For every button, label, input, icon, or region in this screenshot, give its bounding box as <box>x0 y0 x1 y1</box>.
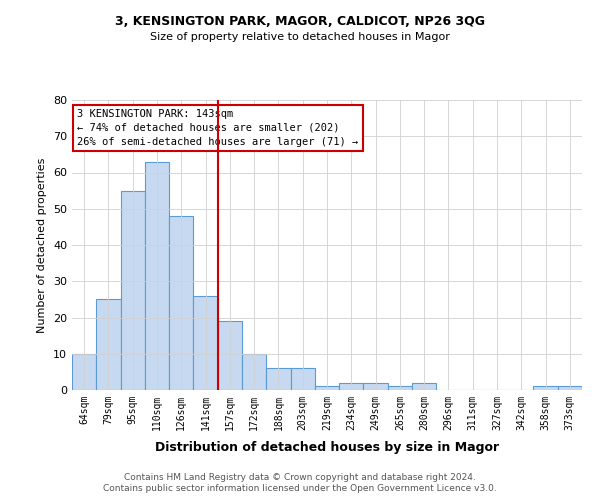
Bar <box>266 368 290 390</box>
Bar <box>315 386 339 390</box>
Bar <box>388 386 412 390</box>
Bar <box>218 321 242 390</box>
Bar <box>145 162 169 390</box>
Text: 3 KENSINGTON PARK: 143sqm
← 74% of detached houses are smaller (202)
26% of semi: 3 KENSINGTON PARK: 143sqm ← 74% of detac… <box>77 108 358 146</box>
Bar <box>72 354 96 390</box>
Text: 3, KENSINGTON PARK, MAGOR, CALDICOT, NP26 3QG: 3, KENSINGTON PARK, MAGOR, CALDICOT, NP2… <box>115 15 485 28</box>
Bar <box>242 354 266 390</box>
Text: Size of property relative to detached houses in Magor: Size of property relative to detached ho… <box>150 32 450 42</box>
Bar <box>96 300 121 390</box>
X-axis label: Distribution of detached houses by size in Magor: Distribution of detached houses by size … <box>155 441 499 454</box>
Bar <box>339 383 364 390</box>
Bar <box>533 386 558 390</box>
Text: Contains HM Land Registry data © Crown copyright and database right 2024.: Contains HM Land Registry data © Crown c… <box>124 472 476 482</box>
Bar <box>364 383 388 390</box>
Bar <box>290 368 315 390</box>
Text: Contains public sector information licensed under the Open Government Licence v3: Contains public sector information licen… <box>103 484 497 493</box>
Bar <box>193 296 218 390</box>
Y-axis label: Number of detached properties: Number of detached properties <box>37 158 47 332</box>
Bar <box>121 190 145 390</box>
Bar <box>169 216 193 390</box>
Bar <box>412 383 436 390</box>
Bar <box>558 386 582 390</box>
